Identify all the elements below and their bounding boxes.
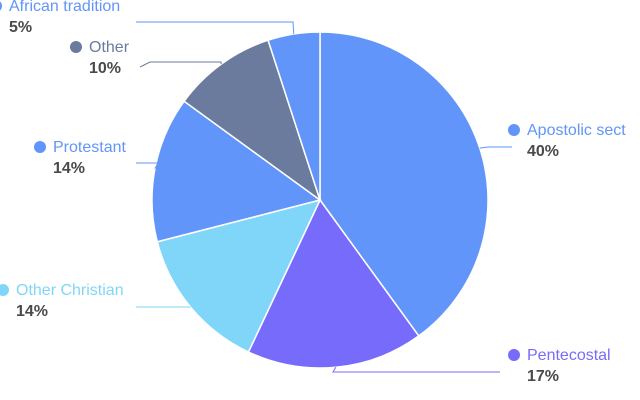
slice-percent: 10% <box>89 60 121 77</box>
leader-line <box>139 61 222 68</box>
slice-label: Protestant <box>53 139 126 156</box>
slice-label: Pentecostal <box>527 347 611 364</box>
slices-group <box>151 31 489 369</box>
leader-line <box>136 21 295 35</box>
slice-percent: 5% <box>9 19 32 36</box>
slice-percent: 17% <box>527 368 559 385</box>
leader-line <box>479 146 512 149</box>
slice-label: Apostolic sect <box>527 122 626 139</box>
leader-line <box>332 366 500 373</box>
leader-lines-group <box>136 21 512 373</box>
slice-percent: 14% <box>53 160 85 177</box>
legend-dot <box>70 41 82 53</box>
slice-percent: 14% <box>16 303 48 320</box>
labels-group: Apostolic sect 40% Pentecostal 17% Other Chr… <box>0 0 626 385</box>
legend-dot <box>508 349 520 361</box>
pie-slice-african-tradition <box>267 31 321 201</box>
slice-percent: 40% <box>527 143 559 160</box>
legend-dot <box>34 141 46 153</box>
slice-label: African tradition <box>9 0 120 15</box>
legend-dot <box>508 124 520 136</box>
legend-dot <box>0 284 9 296</box>
pie-slice-pentecostal <box>247 198 420 369</box>
legend-dot <box>0 1 2 11</box>
slice-label: Other Christian <box>16 282 124 299</box>
slice-label: Other <box>89 39 130 56</box>
leader-line <box>136 162 159 169</box>
pie-slice-protestant <box>151 100 322 243</box>
